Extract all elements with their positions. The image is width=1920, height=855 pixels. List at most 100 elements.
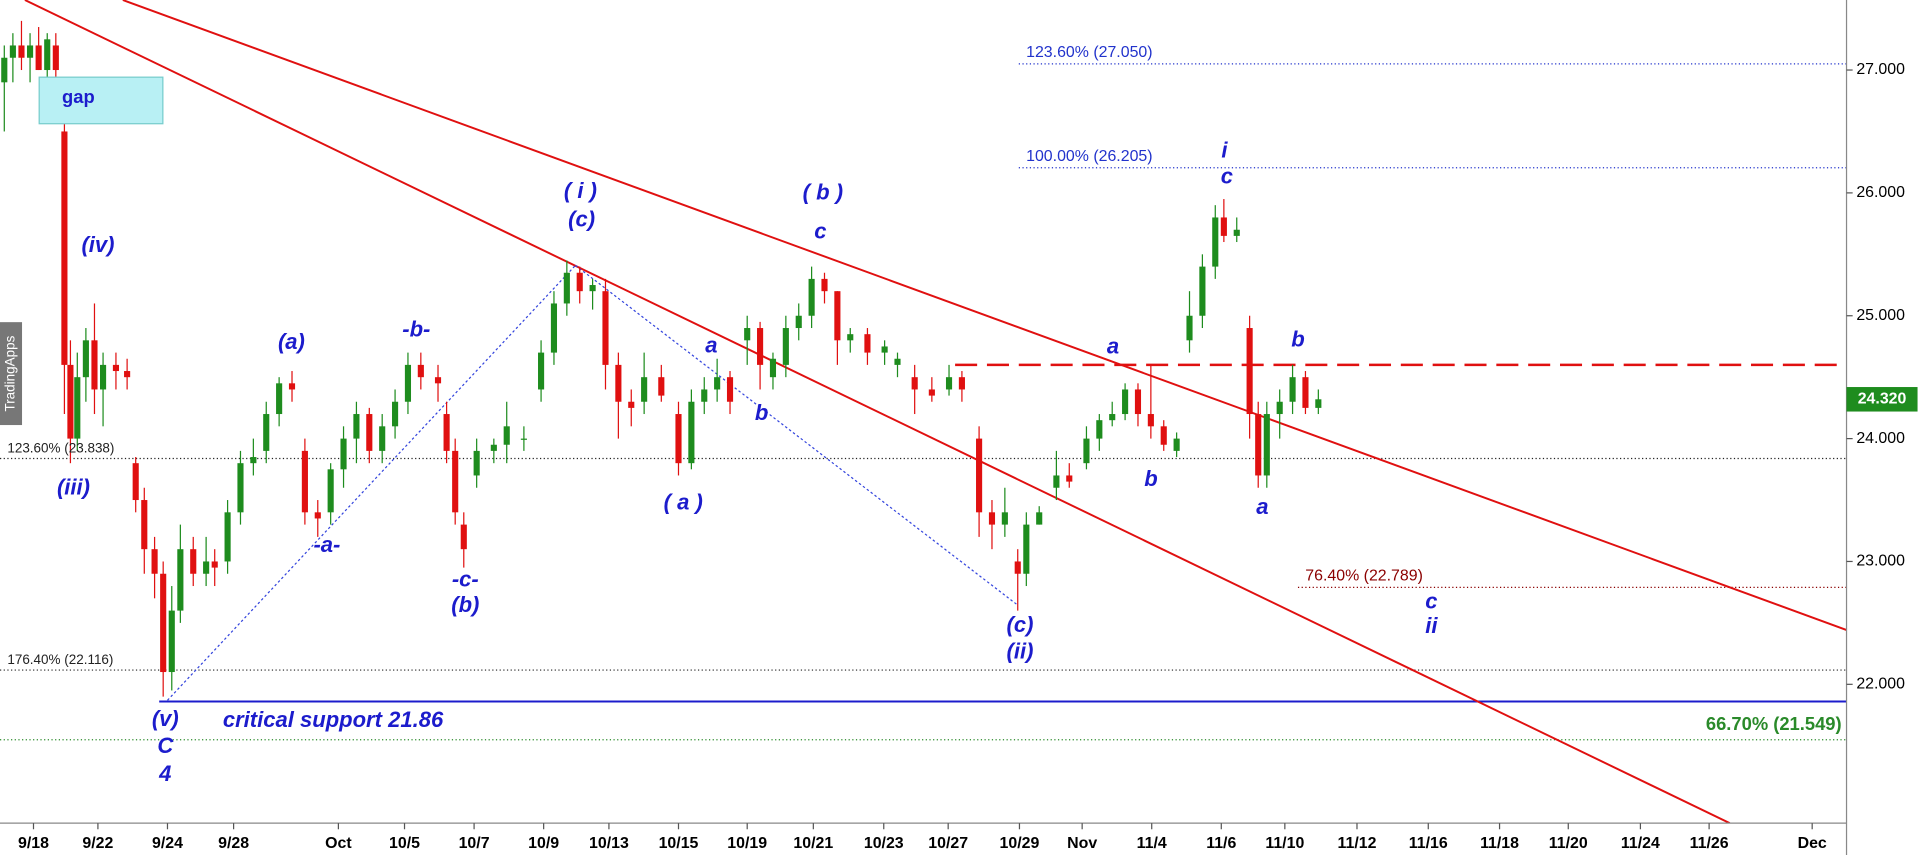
wave-label: (ii) bbox=[1007, 639, 1034, 664]
x-tick-label: 11/18 bbox=[1480, 835, 1519, 852]
x-tick-label: 10/9 bbox=[528, 835, 559, 852]
candle-body bbox=[1263, 414, 1270, 476]
candle-body bbox=[675, 414, 682, 464]
candle-body bbox=[1023, 524, 1030, 574]
candle-body bbox=[520, 438, 527, 440]
level-label: 76.40% (22.789) bbox=[1305, 568, 1423, 585]
candle-body bbox=[1134, 389, 1142, 415]
candle-body bbox=[124, 371, 131, 378]
candle-body bbox=[864, 334, 871, 353]
candle-body bbox=[881, 346, 888, 353]
level-label: 100.00% (26.205) bbox=[1026, 148, 1152, 165]
x-tick-label: 10/19 bbox=[727, 835, 767, 852]
candle-body bbox=[91, 340, 98, 390]
candle-body bbox=[821, 278, 828, 292]
candle-body bbox=[434, 377, 442, 384]
x-tick-label: 11/12 bbox=[1338, 835, 1377, 852]
last-price-label: 24.320 bbox=[1858, 390, 1907, 407]
wave-label: -a- bbox=[313, 532, 340, 557]
candle-body bbox=[340, 438, 347, 470]
candle-body bbox=[224, 512, 231, 562]
candle-body bbox=[834, 291, 841, 341]
gap-label: gap bbox=[62, 86, 95, 107]
candle-body bbox=[112, 364, 120, 372]
candle-body bbox=[82, 340, 89, 378]
candle-body bbox=[1233, 229, 1240, 236]
candle-body bbox=[452, 450, 459, 513]
candle-body bbox=[1315, 399, 1322, 408]
x-tick-label: 11/6 bbox=[1206, 835, 1236, 852]
candle-body bbox=[847, 334, 854, 341]
x-tick-label: 10/7 bbox=[459, 835, 490, 852]
y-tick-label: 23.000 bbox=[1856, 553, 1905, 570]
y-tick-label: 24.000 bbox=[1856, 430, 1905, 447]
candle-body bbox=[404, 364, 412, 402]
candle-body bbox=[417, 364, 424, 378]
candle-body bbox=[1066, 475, 1073, 482]
candle-body bbox=[1160, 426, 1167, 445]
x-tick-label: 11/26 bbox=[1690, 835, 1729, 852]
x-tick-label: 10/27 bbox=[928, 835, 968, 852]
candle-body bbox=[168, 610, 175, 673]
candle-body bbox=[615, 364, 622, 402]
candle-body bbox=[276, 383, 283, 415]
wave-label: ii bbox=[1425, 613, 1438, 638]
candle-body bbox=[744, 328, 751, 341]
candle-body bbox=[1186, 315, 1193, 341]
candle-body bbox=[928, 389, 935, 396]
candle-body bbox=[658, 377, 665, 396]
candle-body bbox=[1302, 377, 1309, 408]
candle-body bbox=[132, 463, 139, 501]
x-tick-label: 9/18 bbox=[18, 835, 49, 852]
trendline bbox=[24, 0, 1731, 824]
candle-body bbox=[237, 463, 244, 513]
candle-body bbox=[211, 561, 218, 568]
y-tick-label: 27.000 bbox=[1856, 61, 1905, 78]
wave-label: ( b ) bbox=[803, 179, 843, 204]
x-tick-label: 11/20 bbox=[1549, 835, 1588, 852]
candle-body bbox=[314, 512, 321, 519]
candle-body bbox=[1, 57, 8, 83]
candle-body bbox=[1096, 420, 1103, 439]
x-tick-label: 10/21 bbox=[793, 835, 833, 852]
wave-label: a bbox=[1256, 494, 1268, 519]
candle-body bbox=[589, 285, 596, 292]
candle-body bbox=[263, 414, 270, 451]
candle-body bbox=[1147, 414, 1154, 427]
candle-body bbox=[1014, 561, 1021, 574]
wave-label: 4 bbox=[158, 761, 171, 786]
candle-body bbox=[808, 278, 815, 316]
candle-body bbox=[100, 364, 107, 390]
wave-label: c bbox=[814, 219, 826, 244]
y-tick-label: 22.000 bbox=[1856, 676, 1905, 693]
x-tick-label: 9/24 bbox=[152, 835, 183, 852]
candle-body bbox=[576, 272, 583, 292]
x-tick-label: 11/16 bbox=[1409, 835, 1448, 852]
candle-body bbox=[177, 549, 184, 611]
candle-body bbox=[958, 377, 965, 390]
candle-body bbox=[1255, 414, 1262, 476]
candle-body bbox=[460, 524, 467, 550]
x-tick-label: 9/22 bbox=[82, 835, 113, 852]
level-label: 123.60% (27.050) bbox=[1026, 44, 1152, 61]
candle-body bbox=[641, 377, 648, 402]
candle-body bbox=[1276, 401, 1283, 415]
candle-body bbox=[1001, 512, 1008, 525]
candle-body bbox=[688, 401, 695, 464]
candle-body bbox=[911, 377, 918, 390]
candle-body bbox=[1053, 475, 1060, 488]
candle-body bbox=[67, 364, 74, 439]
candle-body bbox=[945, 377, 953, 390]
axes: 22.000 23.000 24.000 25.000 26.000 27.000 9/18… bbox=[18, 61, 1905, 852]
wave-label: -c- bbox=[452, 566, 479, 591]
wave-label: i bbox=[1221, 138, 1228, 163]
wave-label: ( a ) bbox=[664, 489, 703, 514]
candle-body bbox=[160, 573, 167, 673]
x-tick-label: 11/10 bbox=[1265, 835, 1304, 852]
candle-body bbox=[26, 45, 34, 58]
level-label: 176.40% (22.116) bbox=[7, 652, 113, 667]
candle-body bbox=[44, 39, 51, 71]
wave-label: a bbox=[1107, 334, 1119, 359]
candle-body bbox=[61, 131, 68, 365]
y-tick-label: 26.000 bbox=[1856, 184, 1905, 201]
